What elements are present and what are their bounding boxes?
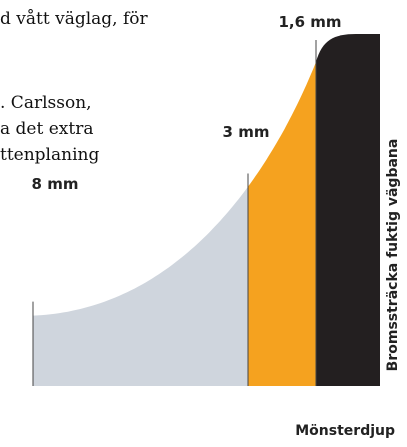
chart-areas xyxy=(33,34,380,386)
point-label-3: 1,6 mm xyxy=(278,13,341,31)
background-text-line-1: d vått väglag, för xyxy=(0,9,149,29)
background-text: d vått väglag, för . Carlsson, a det ext… xyxy=(0,9,149,165)
chart-markers xyxy=(32,40,317,386)
chart-labels: 8 mm 3 mm 1,6 mm xyxy=(32,13,342,193)
background-text-line-4: ttenplaning xyxy=(0,145,99,165)
background-text-line-2: . Carlsson, xyxy=(0,93,92,113)
area-segment-8mm-3mm xyxy=(33,186,248,386)
point-label-1: 8 mm xyxy=(32,175,79,193)
background-text-line-3: a det extra xyxy=(0,119,93,139)
x-axis-title: Mönsterdjup xyxy=(295,423,395,439)
point-label-2: 3 mm xyxy=(223,123,270,141)
area-segment-beyond-1-6mm xyxy=(316,34,380,386)
area-segment-3mm-1-6mm xyxy=(248,62,316,386)
y-axis-title: Bromssträcka fuktig vägbana xyxy=(385,139,401,372)
